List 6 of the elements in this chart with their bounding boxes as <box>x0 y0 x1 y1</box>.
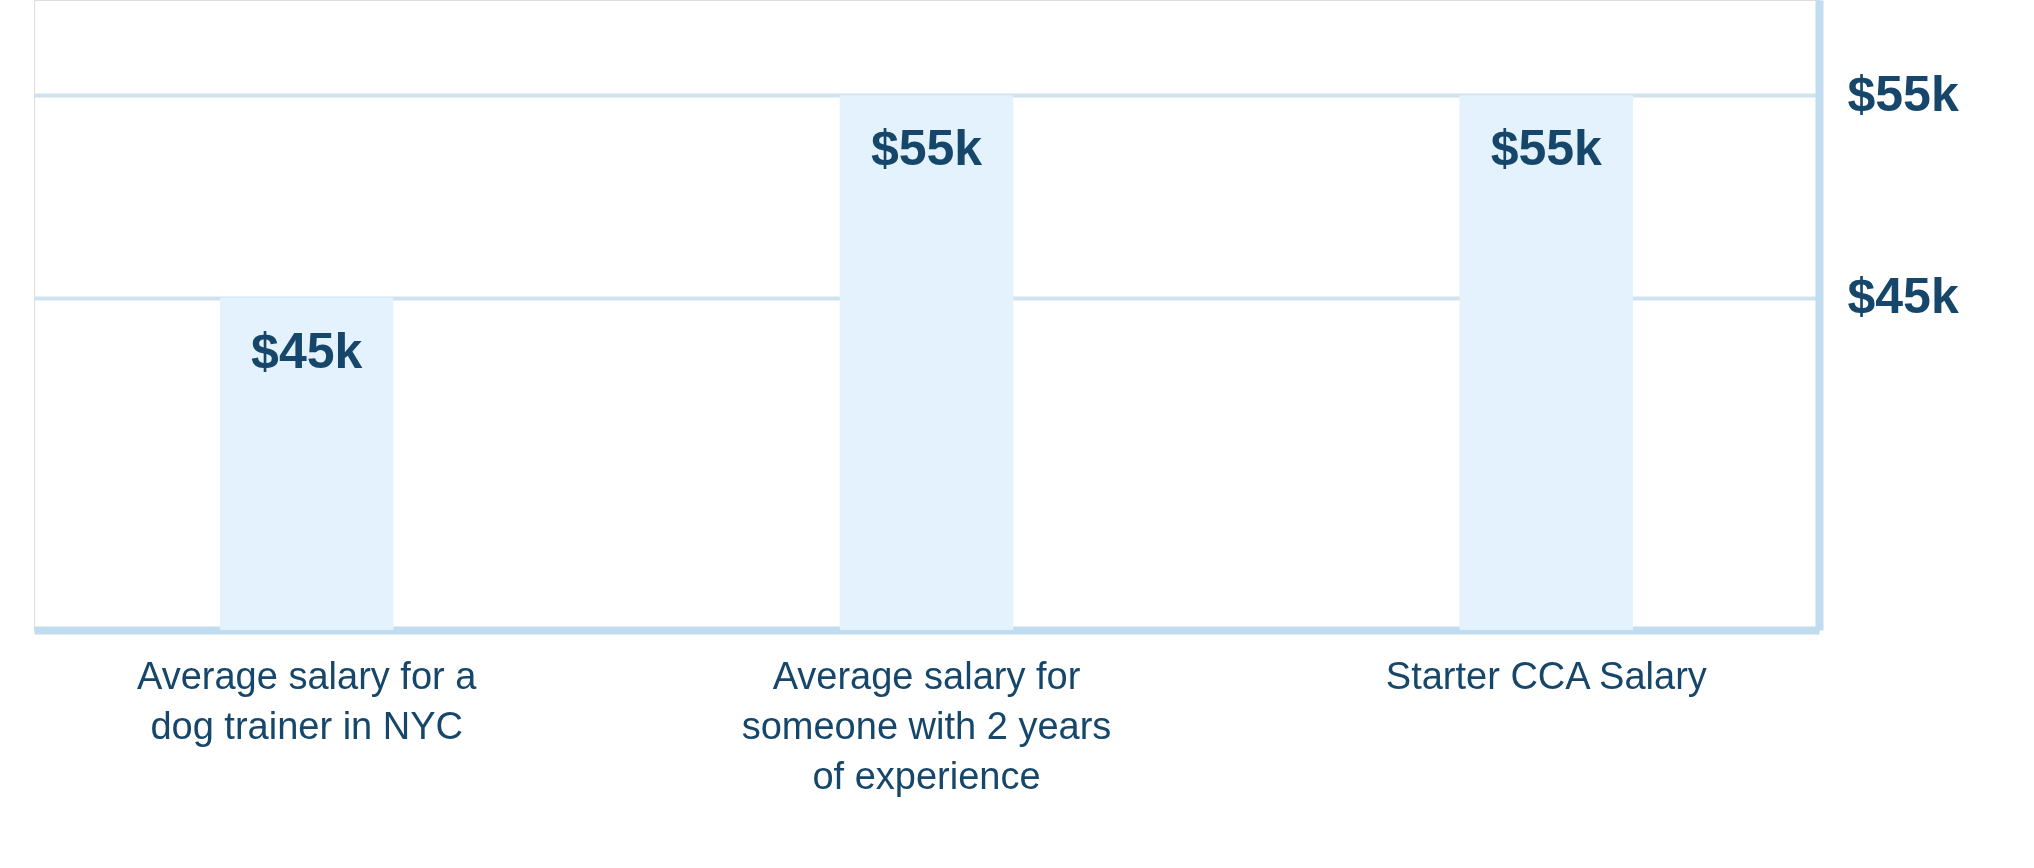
data-label: $55k <box>1490 120 1603 177</box>
data-label: $55k <box>870 120 983 177</box>
data-label: $45k <box>251 322 363 379</box>
x-tick-label: Average salary for someone with 2 years of experience <box>741 654 1112 797</box>
x-tick-label: Starter CCA Salary <box>1385 654 1707 697</box>
x-tick-label: Average salary for a dog trainer in NYC <box>137 654 478 747</box>
